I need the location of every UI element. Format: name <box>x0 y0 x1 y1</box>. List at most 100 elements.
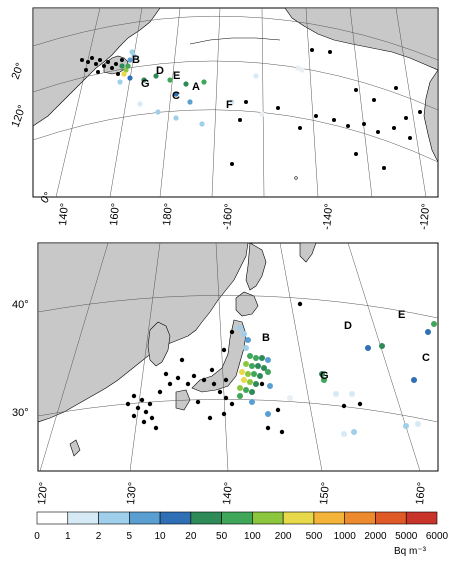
colorbar-tick-label: 100 <box>244 531 261 542</box>
sampling-point <box>221 347 227 353</box>
sampling-point <box>243 345 249 351</box>
top-map-meridian <box>211 8 221 197</box>
top-lat-label-120: 120° <box>10 104 29 129</box>
sampling-point <box>392 126 396 130</box>
sampling-point <box>84 68 88 72</box>
sampling-point <box>314 114 318 118</box>
sampling-point <box>153 425 159 431</box>
sampling-point <box>121 71 127 77</box>
sampling-point <box>351 429 357 435</box>
top-site-label-a: A <box>192 81 200 93</box>
bottom-map-land-taiwan <box>69 439 81 457</box>
sampling-point <box>341 403 347 409</box>
bottom-map-meridian <box>129 243 161 471</box>
sampling-point <box>149 415 155 421</box>
sampling-point <box>90 56 94 60</box>
colorbar-segment <box>282 511 315 525</box>
colorbar-tick-label: 200 <box>274 531 292 542</box>
sampling-point <box>98 58 102 62</box>
top-map-land-alaska <box>284 8 438 71</box>
colorbar-tick-label: 0 <box>34 531 40 542</box>
sampling-point <box>229 99 235 105</box>
sampling-point <box>125 63 131 69</box>
sampling-point <box>86 60 90 64</box>
sampling-point <box>265 425 271 431</box>
top-map-latitude-line <box>33 109 438 163</box>
colorbar-unit: Bq m⁻³ <box>394 546 426 557</box>
sampling-point <box>167 77 173 83</box>
top-map-aleutians <box>189 37 281 45</box>
top-lon-label-m140: -140° <box>321 203 335 230</box>
sampling-point <box>243 361 249 367</box>
sampling-point <box>80 58 84 62</box>
sampling-point <box>259 381 265 387</box>
top-lat-label-20: 20° <box>10 61 27 81</box>
sampling-point <box>247 379 253 385</box>
sampling-point <box>211 381 217 387</box>
sampling-point <box>394 86 398 90</box>
sampling-point <box>167 381 173 387</box>
top-lon-label-160: 160° <box>108 203 122 227</box>
sampling-point <box>328 50 332 54</box>
bottom-map-latitude-line <box>38 295 438 319</box>
sampling-point <box>382 166 386 170</box>
sampling-point <box>251 371 257 377</box>
sampling-point <box>357 401 363 407</box>
colorbar <box>36 511 438 525</box>
colorbar-tick-label: 50 <box>216 531 228 542</box>
sampling-point <box>195 399 201 405</box>
sampling-point <box>229 329 235 335</box>
sampling-point <box>131 393 137 399</box>
top-map-land-america <box>423 69 438 163</box>
sampling-point <box>376 130 380 134</box>
sampling-point <box>298 126 302 130</box>
colorbar-segment <box>159 511 192 525</box>
sampling-point <box>247 353 253 359</box>
sampling-point <box>237 325 243 331</box>
sampling-point <box>217 389 223 395</box>
sampling-point <box>332 118 336 122</box>
sampling-point <box>261 365 267 371</box>
sampling-point <box>223 395 229 401</box>
sampling-point <box>415 421 421 427</box>
sampling-point <box>96 70 100 74</box>
sampling-point <box>119 63 125 69</box>
sampling-point <box>237 385 243 391</box>
sampling-point <box>114 62 118 66</box>
sampling-point <box>131 53 137 59</box>
sampling-point <box>310 48 314 52</box>
sampling-point <box>404 116 408 120</box>
colorbar-segment <box>190 511 222 525</box>
colorbar-segment <box>67 511 99 525</box>
sampling-point <box>137 101 143 107</box>
colorbar-tick-label: 2000 <box>364 531 387 542</box>
sampling-point <box>179 357 185 363</box>
sampling-point <box>191 373 197 379</box>
sampling-point <box>265 357 271 363</box>
colorbar-segment <box>313 511 345 525</box>
sampling-point <box>287 395 293 401</box>
bottom-map-land-kamchatka <box>299 243 317 263</box>
top-map: B D E G A C F 20° 120° 0° 140° 160° 180°… <box>10 7 439 230</box>
sampling-point <box>241 377 247 383</box>
sampling-point <box>147 401 153 407</box>
sampling-point <box>123 67 129 73</box>
colorbar-segment <box>344 511 376 525</box>
sampling-point <box>173 115 179 121</box>
colorbar-tick-label: 5 <box>126 531 133 542</box>
top-map-meridian <box>261 8 265 197</box>
bottom-lat-label-30: 30° <box>12 407 29 419</box>
bottom-map-meridian <box>215 243 229 471</box>
bottom-site-label-g: G <box>320 370 329 382</box>
sampling-point <box>346 124 350 128</box>
top-site-label-d: D <box>156 65 164 77</box>
sampling-point <box>425 329 431 335</box>
sampling-point <box>265 411 271 417</box>
sampling-point <box>349 391 355 397</box>
bottom-map-land-korea <box>147 321 171 367</box>
colorbar-segment <box>129 511 161 525</box>
sampling-point <box>253 355 259 361</box>
sampling-point <box>295 65 301 71</box>
